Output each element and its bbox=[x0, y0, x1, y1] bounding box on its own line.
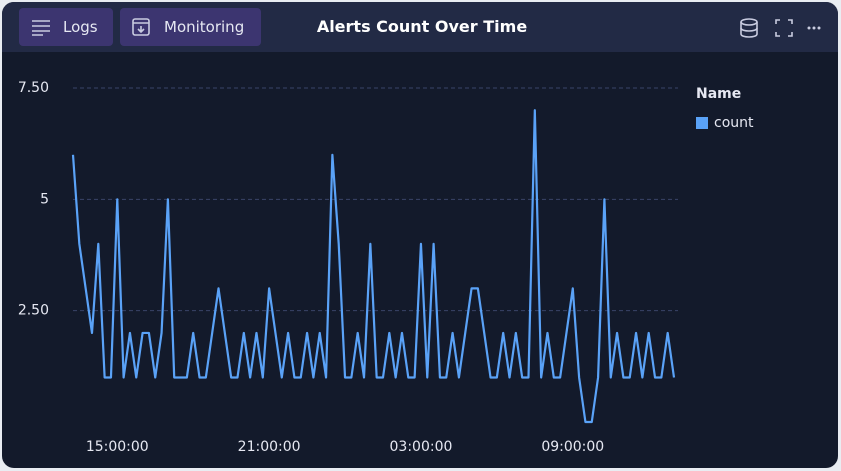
legend-title: Name bbox=[696, 86, 741, 102]
y-tick-label: 5 bbox=[40, 191, 49, 207]
monitoring-label: Monitoring bbox=[164, 18, 245, 36]
chart-title: Alerts Count Over Time bbox=[316, 17, 528, 36]
database-icon[interactable] bbox=[740, 18, 758, 38]
y-tick-label: 2.50 bbox=[18, 303, 49, 319]
x-tick-label: 21:00:00 bbox=[238, 439, 301, 455]
panel-header: Logs Monitoring Alerts Count Over Time bbox=[2, 2, 838, 52]
monitoring-button[interactable]: Monitoring bbox=[120, 8, 261, 46]
fullscreen-icon[interactable] bbox=[775, 19, 793, 37]
x-tick-label: 15:00:00 bbox=[86, 439, 149, 455]
chart: 2.50 5 7.50 15:00:00 21:00:00 03:00:00 09:00:0… bbox=[18, 80, 754, 455]
logs-button[interactable]: Logs bbox=[19, 8, 113, 46]
legend-swatch bbox=[696, 117, 708, 129]
x-tick-label: 09:00:00 bbox=[541, 439, 604, 455]
x-tick-label: 03:00:00 bbox=[390, 439, 453, 455]
data-line bbox=[71, 109, 676, 424]
more-icon[interactable] bbox=[807, 26, 821, 30]
logs-label: Logs bbox=[63, 18, 98, 36]
monitoring-icon bbox=[132, 18, 150, 36]
header-icons bbox=[740, 18, 821, 38]
y-tick-label: 7.50 bbox=[18, 80, 49, 96]
logs-icon bbox=[32, 20, 50, 36]
legend-label: count bbox=[714, 115, 754, 131]
